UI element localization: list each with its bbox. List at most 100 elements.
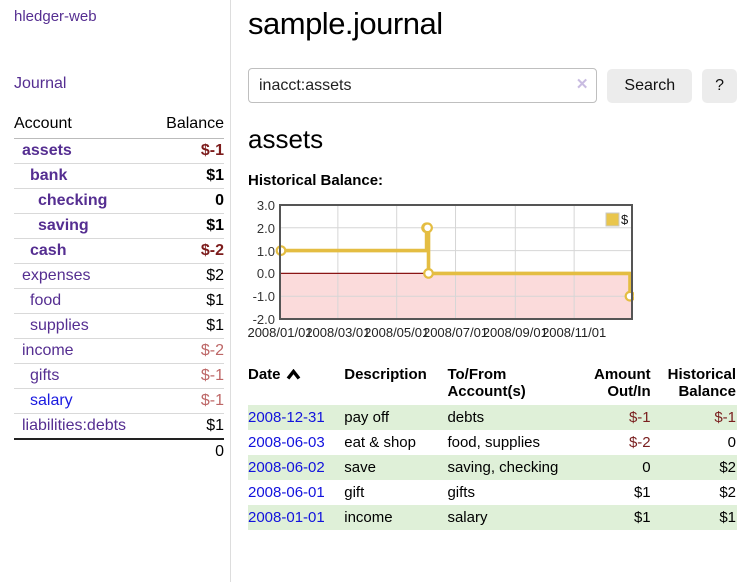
transaction-description: pay off [344, 409, 390, 426]
transaction-accounts: saving, checking [447, 459, 559, 476]
transaction-amount: $-2 [628, 434, 651, 451]
y-axis-tick-label: 3.0 [256, 198, 275, 213]
accounts-table: Account Balance assets $-1 bank $1 checking 0… [14, 112, 224, 464]
x-axis-tick-label: 2008/11/01 [542, 325, 607, 340]
account-link[interactable]: gifts [30, 367, 60, 384]
chart-title: Historical Balance: [248, 172, 384, 189]
account-link[interactable]: bank [30, 167, 68, 184]
account-link[interactable]: liabilities:debts [22, 417, 127, 434]
chart-svg: $ [275, 204, 636, 320]
account-balance: $-1 [152, 388, 224, 414]
account-row: salary $-1 [14, 388, 224, 414]
account-row: supplies $1 [14, 313, 224, 339]
x-axis-tick-label: 2008/07/01 [422, 325, 489, 340]
transaction-description: eat & shop [344, 434, 416, 451]
account-title: assets [248, 124, 324, 154]
transaction-date-link[interactable]: 2008-06-02 [248, 459, 325, 476]
x-axis-tick-label: 2008/03/01 [305, 325, 371, 340]
sort-asc-icon [286, 369, 300, 380]
search-input[interactable] [248, 68, 598, 103]
account-link[interactable]: assets [22, 142, 72, 159]
y-axis-tick-label: 1.0 [256, 243, 275, 259]
account-balance: $1 [152, 213, 224, 239]
transaction-description: income [344, 509, 393, 526]
register-row[interactable]: 2008-01-01 income salary $1 $1 [248, 505, 737, 530]
account-link[interactable]: income [22, 342, 74, 359]
account-link[interactable]: expenses [22, 267, 91, 284]
sidebar: hledger-web Journal Account Balance asse… [0, 0, 231, 582]
main-content: sample.journal ✕ Search ? assets Histori… [231, 0, 742, 582]
register-header-accounts[interactable]: To/From Account(s) [447, 366, 526, 400]
account-link[interactable]: supplies [30, 317, 89, 334]
y-axis-tick-label: 2.0 [256, 220, 275, 236]
accounts-total-value: 0 [152, 438, 224, 464]
search-button[interactable]: Search [607, 68, 693, 103]
account-balance: $1 [152, 163, 224, 189]
account-row: checking 0 [14, 188, 224, 214]
account-row: food $1 [14, 288, 224, 314]
account-balance: $1 [152, 413, 224, 439]
account-row: expenses $2 [14, 263, 224, 289]
account-balance: $2 [152, 263, 224, 289]
register-header-date[interactable]: Date [248, 363, 344, 405]
sidebar-item-journal[interactable]: Journal [14, 75, 67, 92]
register-row[interactable]: 2008-06-01 gift gifts $1 $2 [248, 480, 737, 505]
account-row: liabilities:debts $1 [14, 413, 224, 439]
account-row: cash $-2 [14, 238, 224, 264]
account-link[interactable]: salary [30, 392, 73, 409]
search-input-wrap: ✕ [248, 68, 598, 103]
transaction-accounts: food, supplies [447, 434, 541, 451]
transaction-amount: 0 [642, 459, 651, 476]
register-row[interactable]: 2008-12-31 pay off debts $-1 $-1 [248, 405, 737, 430]
y-axis-tick-label: 0.0 [256, 266, 275, 282]
account-row: income $-2 [14, 338, 224, 364]
transaction-date-link[interactable]: 2008-12-31 [248, 409, 325, 426]
account-link[interactable]: checking [38, 192, 108, 209]
page-title: sample.journal [248, 6, 443, 41]
transaction-date-link[interactable]: 2008-06-03 [248, 434, 325, 451]
account-balance: $-1 [200, 142, 224, 159]
transaction-balance: $2 [719, 459, 736, 476]
transaction-amount: $-1 [628, 409, 651, 426]
register-row[interactable]: 2008-06-03 eat & shop food, supplies $-2 0 [248, 430, 737, 455]
accounts-total-row: 0 [14, 438, 224, 464]
account-balance: $-2 [152, 238, 224, 264]
transaction-balance: $2 [719, 484, 736, 501]
help-button[interactable]: ? [702, 68, 737, 103]
brand-link[interactable]: hledger-web [14, 8, 97, 25]
transaction-balance: 0 [727, 434, 736, 451]
transaction-accounts: salary [447, 509, 488, 526]
transaction-accounts: debts [447, 409, 485, 426]
transaction-date-link[interactable]: 2008-01-01 [248, 509, 325, 526]
register-header-balance[interactable]: Historical Balance [667, 366, 736, 400]
x-axis-tick-label: 2008/01/01 [247, 325, 313, 340]
accounts-header-balance: Balance [152, 112, 224, 139]
account-row: saving $1 [14, 213, 224, 239]
register-header-description[interactable]: Description [344, 366, 427, 383]
account-row: bank $1 [14, 163, 224, 189]
transaction-amount: $1 [633, 509, 651, 526]
transaction-description: gift [344, 484, 365, 501]
account-link[interactable]: cash [30, 242, 67, 259]
y-axis-tick-label: -1.0 [252, 289, 275, 305]
search-bar: ✕ Search ? [248, 68, 737, 103]
transaction-amount: $1 [633, 484, 651, 501]
account-link[interactable]: saving [38, 217, 89, 234]
transaction-date-link[interactable]: 2008-06-01 [248, 484, 325, 501]
account-link[interactable]: food [30, 292, 62, 309]
transaction-balance: $-1 [714, 409, 736, 426]
transaction-balance: $1 [719, 509, 736, 526]
register-header-amount[interactable]: Amount Out/In [593, 366, 651, 400]
historical-balance-chart: $3.0 2.0 1.0 0.0 -1.0 -2.0 2008/01/01 2008/03/0… [247, 198, 636, 343]
account-row: gifts $-1 [14, 363, 224, 389]
clear-search-icon[interactable]: ✕ [575, 76, 589, 93]
account-row: assets $-1 [14, 139, 224, 164]
account-balance: $-1 [152, 363, 224, 389]
x-axis-tick-label: 2008/09/01 [482, 325, 548, 340]
x-axis-tick-label: 2008/05/01 [364, 325, 430, 340]
account-balance: $1 [152, 313, 224, 339]
account-balance: 0 [152, 188, 224, 214]
register-row[interactable]: 2008-06-02 save saving, checking 0 $2 [248, 455, 737, 480]
y-axis-tick-label: -2.0 [252, 312, 275, 327]
